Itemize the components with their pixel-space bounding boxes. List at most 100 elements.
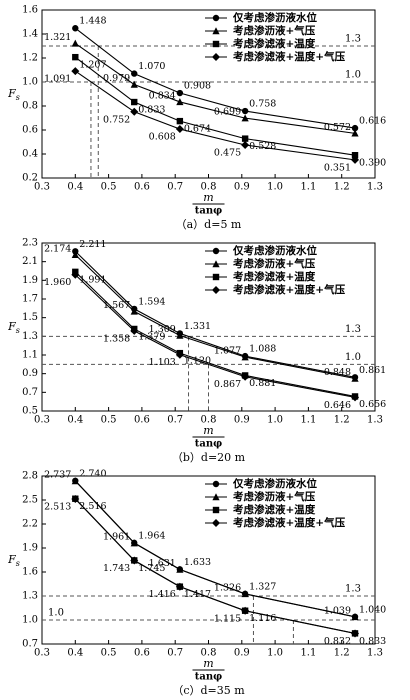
marker	[212, 493, 220, 501]
x-tick-label: 0.7	[167, 415, 183, 426]
x-tick-label: 0.8	[201, 182, 217, 193]
data-label: 0.475	[214, 148, 241, 159]
marker	[241, 135, 249, 142]
data-label: 1.743	[103, 563, 130, 574]
x-tick-label: 0.9	[234, 415, 250, 426]
x-tick-label: 0.7	[167, 182, 183, 193]
data-label: 2.737	[44, 470, 71, 481]
x-tick-label: 0.9	[234, 648, 250, 659]
y-tick-label: 1.4	[22, 29, 38, 40]
marker	[71, 477, 79, 485]
x-tick-label: 1.0	[267, 182, 283, 193]
marker	[130, 80, 138, 88]
data-label: 0.616	[359, 116, 386, 127]
x-tick-label: 1.2	[334, 182, 350, 193]
x-tick-label: 0.5	[101, 648, 117, 659]
marker	[241, 114, 249, 122]
data-label: 1.991	[79, 274, 106, 285]
y-tick-label: 0.7	[22, 639, 38, 650]
data-label: 1.567	[103, 300, 130, 311]
marker	[175, 582, 184, 591]
marker	[212, 506, 220, 514]
data-label: 1.964	[138, 530, 165, 541]
marker	[130, 307, 138, 315]
data-label: 0.833	[138, 105, 165, 116]
marker	[351, 155, 360, 164]
y-tick-label: 0.2	[22, 173, 38, 184]
x-tick-label: 0.3	[34, 182, 50, 193]
marker	[241, 353, 249, 361]
data-label: 2.740	[79, 468, 106, 479]
data-label: 2.174	[44, 243, 71, 254]
marker	[176, 98, 184, 106]
marker	[71, 250, 79, 258]
x-tick-label: 0.7	[167, 648, 183, 659]
data-label: 1.745	[138, 563, 165, 574]
marker	[212, 286, 220, 294]
marker	[72, 25, 79, 32]
marker	[212, 53, 220, 61]
x-axis-label-top: m	[203, 191, 213, 204]
y-tick-label: 1.6	[22, 567, 38, 578]
caption: （b）d=20 m	[172, 451, 246, 464]
y-tick-label: 2.8	[22, 471, 38, 482]
data-label: 1.091	[44, 74, 71, 85]
y-tick-label: 1.7	[22, 294, 38, 305]
x-tick-label: 1.3	[367, 415, 383, 426]
marker	[130, 326, 139, 335]
data-label: 0.833	[359, 636, 386, 647]
y-axis-label: Fs	[7, 320, 20, 335]
x-tick-label: 0.9	[234, 182, 250, 193]
x-tick-label: 1.0	[267, 648, 283, 659]
marker	[241, 606, 250, 615]
data-label: 1.448	[79, 16, 106, 27]
y-tick-label: 0.7	[22, 387, 38, 398]
marker	[351, 129, 359, 137]
data-label: 1.077	[214, 346, 241, 357]
caption: （a）d=5 m	[176, 218, 242, 231]
data-label: 2.513	[44, 501, 71, 512]
marker	[130, 107, 139, 116]
marker	[351, 629, 360, 638]
data-label: 1.207	[79, 60, 106, 71]
marker	[212, 260, 220, 268]
y-tick-label: 0.9	[22, 368, 38, 379]
x-axis-label-top: m	[203, 424, 213, 437]
marker	[351, 393, 360, 402]
x-tick-label: 0.5	[101, 415, 117, 426]
y-axis-label-sub: s	[16, 326, 20, 335]
reference-label: 1.3	[345, 584, 361, 595]
data-label: 0.881	[249, 378, 276, 389]
x-tick-label: 0.3	[34, 648, 50, 659]
data-label: 2.516	[79, 501, 106, 512]
x-tick-label: 0.8	[201, 648, 217, 659]
y-axis-label-main: F	[7, 87, 16, 100]
data-label: 0.867	[214, 379, 241, 390]
x-axis-label-bottom: tanφ	[195, 206, 222, 217]
marker	[241, 107, 249, 115]
reference-label: 1.0	[345, 352, 361, 363]
reference-label: 1.3	[345, 34, 361, 45]
data-label: 1.327	[249, 581, 276, 592]
legend-label: 考虑渗滤液+温度	[233, 270, 316, 283]
marker	[71, 39, 79, 47]
data-label: 0.351	[324, 162, 351, 173]
y-tick-label: 1.3	[22, 331, 38, 342]
data-label: 1.115	[214, 613, 241, 624]
data-label: 0.528	[249, 141, 276, 152]
data-label: 0.848	[324, 367, 351, 378]
data-label: 0.908	[184, 81, 211, 92]
data-label: 0.674	[184, 124, 211, 135]
marker	[71, 67, 80, 76]
plot-frame	[41, 9, 376, 179]
legend-label: 考虑渗沥液+气压	[233, 24, 316, 37]
y-axis-label: Fs	[7, 87, 20, 102]
y-tick-label: 0.6	[22, 125, 38, 136]
data-label: 1.309	[149, 324, 176, 335]
legend-label: 考虑渗滤液+温度+气压	[233, 516, 346, 529]
x-tick-label: 1.1	[300, 182, 316, 193]
marker	[176, 331, 184, 339]
y-tick-label: 2.3	[22, 238, 38, 249]
x-axis-label-bottom: tanφ	[195, 672, 222, 683]
data-label: 1.358	[103, 333, 130, 344]
